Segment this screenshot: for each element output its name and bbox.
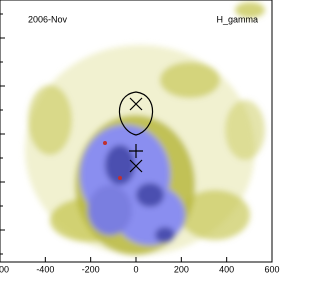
- x-tick-label: -400: [36, 264, 54, 274]
- hot-spot: [118, 176, 122, 180]
- x-tick-label: -200: [82, 264, 100, 274]
- chart: 2006-Nov H_gamma -600 -400 -200 0 200 400 600: [0, 0, 280, 274]
- x-tick-label: 400: [219, 264, 234, 274]
- x-tick-label: 0: [133, 264, 138, 274]
- filter-label: H_gamma: [216, 14, 258, 24]
- x-tick-label: -600: [0, 264, 9, 274]
- x-tick-label: 600: [264, 264, 279, 274]
- x-tick-label: 200: [174, 264, 189, 274]
- date-label: 2006-Nov: [28, 14, 68, 24]
- intensity-map: [25, 2, 265, 255]
- hot-spot: [103, 141, 107, 145]
- markers: [118, 91, 154, 173]
- y-minor-ticks: [0, 13, 5, 255]
